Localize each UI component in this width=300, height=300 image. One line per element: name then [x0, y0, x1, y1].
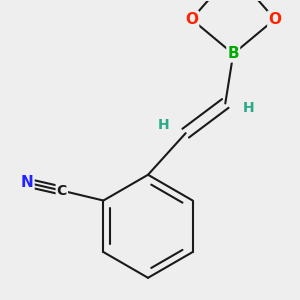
- Text: O: O: [268, 12, 281, 27]
- Text: H: H: [158, 118, 170, 132]
- Text: B: B: [227, 46, 239, 62]
- Text: N: N: [21, 175, 34, 190]
- Text: H: H: [242, 101, 254, 116]
- Text: O: O: [185, 12, 198, 27]
- Text: C: C: [57, 184, 67, 198]
